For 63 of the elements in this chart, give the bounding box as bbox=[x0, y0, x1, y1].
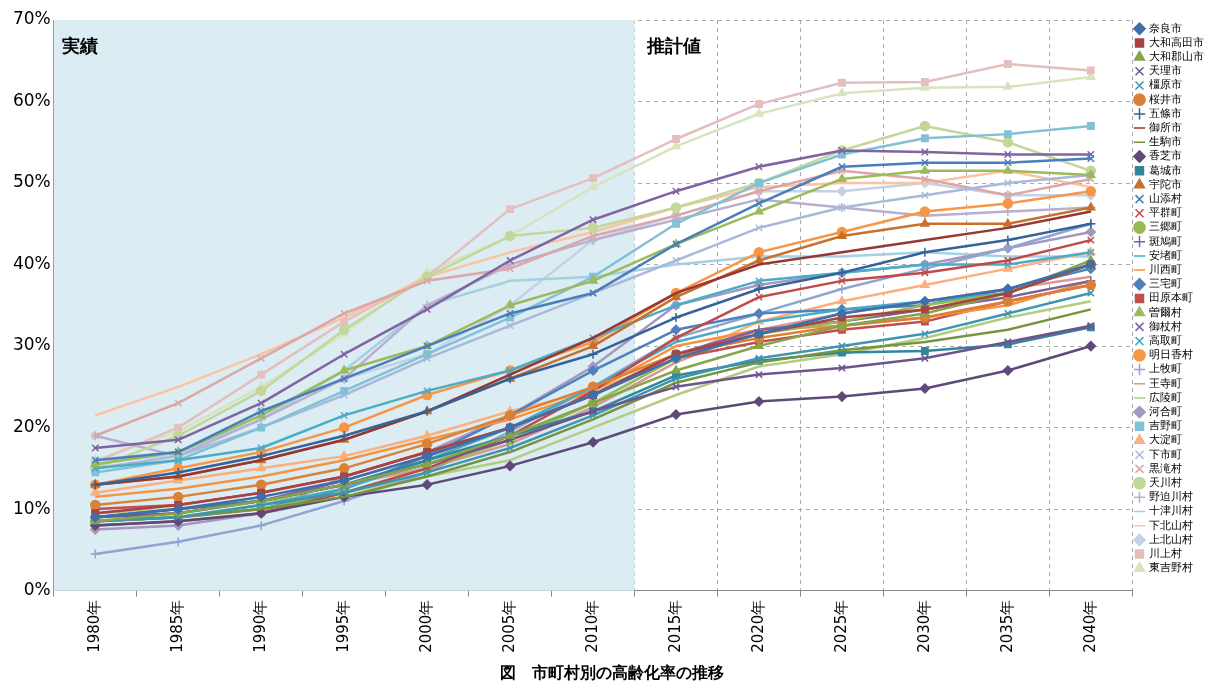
x-tick-label: 1995年 bbox=[334, 599, 353, 653]
legend-label: 山添村 bbox=[1149, 191, 1182, 205]
legend-label: 田原本町 bbox=[1149, 291, 1193, 305]
legend-label: 大和郡山市 bbox=[1149, 49, 1204, 63]
legend-label: 王寺町 bbox=[1149, 376, 1182, 390]
x-tick-label: 2035年 bbox=[997, 599, 1016, 653]
y-tick-label: 10% bbox=[12, 497, 51, 518]
x-tick-label: 2010年 bbox=[582, 599, 601, 653]
legend-label: 御杖村 bbox=[1149, 319, 1182, 333]
x-tick-label: 2030年 bbox=[914, 599, 933, 653]
legend-label: 曽爾村 bbox=[1149, 305, 1182, 319]
legend-label: 斑鳩町 bbox=[1149, 234, 1182, 248]
y-tick-label: 70% bbox=[12, 8, 51, 29]
y-tick-label: 40% bbox=[12, 252, 51, 273]
x-tick-label: 2025年 bbox=[831, 599, 850, 653]
x-tick-label: 2020年 bbox=[748, 599, 767, 653]
legend-label: 川西町 bbox=[1149, 262, 1182, 276]
legend-label: 黒滝村 bbox=[1149, 461, 1182, 475]
text: 図 市町村別の高齢化率の推移 bbox=[500, 662, 724, 682]
legend-label: 下市町 bbox=[1149, 447, 1182, 461]
annotation: 推計値 bbox=[645, 34, 701, 56]
x-tick-label: 2040年 bbox=[1080, 599, 1099, 653]
legend-label: 明日香村 bbox=[1149, 348, 1193, 362]
legend-label: 高取町 bbox=[1149, 333, 1182, 347]
legend-label: 大淀町 bbox=[1149, 433, 1182, 447]
legend-label: 野迫川村 bbox=[1149, 490, 1193, 504]
legend-label: 川上村 bbox=[1149, 546, 1182, 560]
y-tick-label: 20% bbox=[12, 416, 51, 437]
legend-label: 十津川村 bbox=[1149, 504, 1193, 518]
x-tick-label: 1980年 bbox=[85, 599, 104, 653]
legend-label: 大和高田市 bbox=[1149, 35, 1204, 49]
legend-label: 天理市 bbox=[1149, 64, 1182, 78]
legend-label: 広陵町 bbox=[1149, 390, 1182, 404]
y-tick-label: 0% bbox=[23, 579, 51, 600]
legend-label: 安堵町 bbox=[1149, 248, 1182, 262]
legend-label: 天川村 bbox=[1149, 475, 1182, 489]
x-tick-label: 2005年 bbox=[499, 599, 518, 653]
legend-label: 吉野町 bbox=[1149, 419, 1182, 433]
x-tick-label: 2015年 bbox=[665, 599, 684, 653]
legend-label: 葛城市 bbox=[1149, 163, 1182, 177]
legend-label: 東吉野村 bbox=[1149, 561, 1193, 575]
legend-label: 三宅町 bbox=[1149, 277, 1182, 291]
x-tick-label: 1990年 bbox=[251, 599, 270, 653]
band-label: 実績 bbox=[60, 34, 98, 56]
x-tick-label: 1985年 bbox=[168, 599, 187, 653]
legend-label: 下北山村 bbox=[1149, 518, 1193, 532]
legend-label: 河合町 bbox=[1149, 404, 1182, 418]
legend-label: 平群町 bbox=[1149, 206, 1182, 220]
legend-label: 三郷町 bbox=[1149, 220, 1182, 234]
legend-label: 香芝市 bbox=[1149, 149, 1182, 163]
legend-label: 宇陀市 bbox=[1149, 177, 1182, 191]
y-tick-label: 30% bbox=[12, 334, 51, 355]
legend-label: 橿原市 bbox=[1149, 78, 1182, 92]
y-tick-label: 50% bbox=[12, 171, 51, 192]
y-tick-label: 60% bbox=[12, 89, 51, 110]
legend-label: 桜井市 bbox=[1149, 92, 1182, 106]
legend-label: 上北山村 bbox=[1149, 532, 1193, 546]
legend-label: 上牧町 bbox=[1149, 362, 1182, 376]
legend-label: 御所市 bbox=[1149, 120, 1182, 134]
legend-label: 奈良市 bbox=[1149, 21, 1182, 35]
legend-label: 生駒市 bbox=[1149, 135, 1182, 149]
legend-label: 五條市 bbox=[1149, 106, 1182, 120]
x-tick-label: 2000年 bbox=[417, 599, 436, 653]
